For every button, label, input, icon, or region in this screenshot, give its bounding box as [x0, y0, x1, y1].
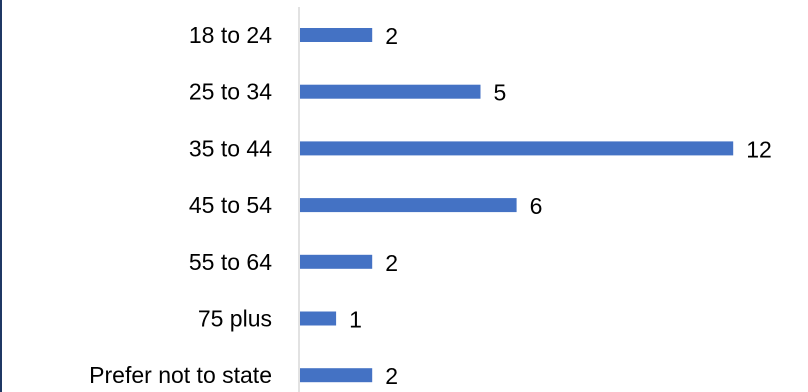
frame-left-border [0, 0, 2, 392]
category-label: 18 to 24 [189, 22, 272, 48]
category-label: 45 to 54 [189, 192, 272, 218]
bar [300, 254, 373, 269]
value-label: 1 [349, 307, 362, 333]
bar [300, 368, 373, 383]
category-label: Prefer not to state [89, 362, 272, 388]
category-label: 35 to 44 [189, 135, 272, 161]
category-label: 55 to 64 [189, 249, 272, 275]
bars-group [300, 28, 734, 383]
bar [300, 141, 734, 156]
category-labels-group: 18 to 24 25 to 34 35 to 44 45 to 54 55 to 64… [89, 22, 272, 388]
value-label: 6 [530, 193, 543, 219]
category-label: 25 to 34 [189, 79, 272, 105]
value-label: 5 [494, 80, 507, 106]
bar [300, 311, 337, 326]
category-label: 75 plus [198, 306, 272, 332]
bar [300, 28, 373, 42]
value-label: 2 [385, 363, 398, 389]
value-label: 12 [746, 136, 772, 162]
value-label: 2 [385, 23, 398, 49]
value-label: 2 [385, 250, 398, 276]
bar [300, 84, 481, 99]
bar [300, 198, 517, 213]
